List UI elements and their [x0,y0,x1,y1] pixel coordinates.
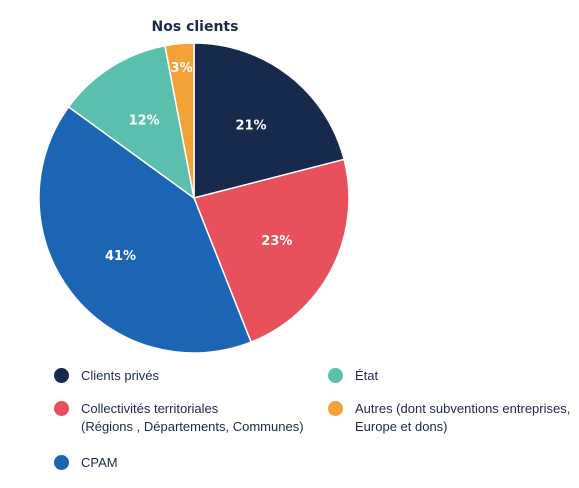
legend-label: Autres (dont subventions entreprises, [355,401,571,416]
slice-value-label: 41% [105,249,136,264]
legend-label: Clients privés [81,368,160,383]
slice-value-label: 3% [171,61,193,76]
legend-label: CPAM [81,455,118,470]
pie-slice-5 [164,42,195,199]
slice-value-label: 21% [235,119,266,134]
legend-item-autres: Autres (dont subventions entreprises, Eu… [328,400,570,436]
legend-item-clients-prives: Clients privés [54,367,159,385]
legend-label-line2: (Régions , Départements, Communes) [81,419,304,434]
legend-label: Collectivités territoriales [81,401,219,416]
chart-title: Nos clients [151,19,239,35]
legend-item-collectivites: Collectivités territoriales (Régions , D… [54,400,304,436]
legend-item-cpam: CPAM [54,454,118,472]
legend-swatch [54,455,69,470]
pie-slice-3 [38,105,253,354]
legend-item-etat: État [328,367,378,385]
pie-chart: 21% 23% 41% 12% 3% [38,42,350,354]
legend-label-line2: Europe et dons) [355,419,448,434]
legend-swatch [328,401,343,416]
slice-value-label: 23% [261,234,292,249]
pie-slice-2 [192,158,350,344]
legend-swatch [328,368,343,383]
pie-slice-1 [193,42,346,199]
legend-swatch [54,368,69,383]
legend-label: État [355,368,379,383]
slice-value-label: 12% [129,113,160,128]
legend-swatch [54,401,69,416]
pie-slice-4 [67,44,196,200]
